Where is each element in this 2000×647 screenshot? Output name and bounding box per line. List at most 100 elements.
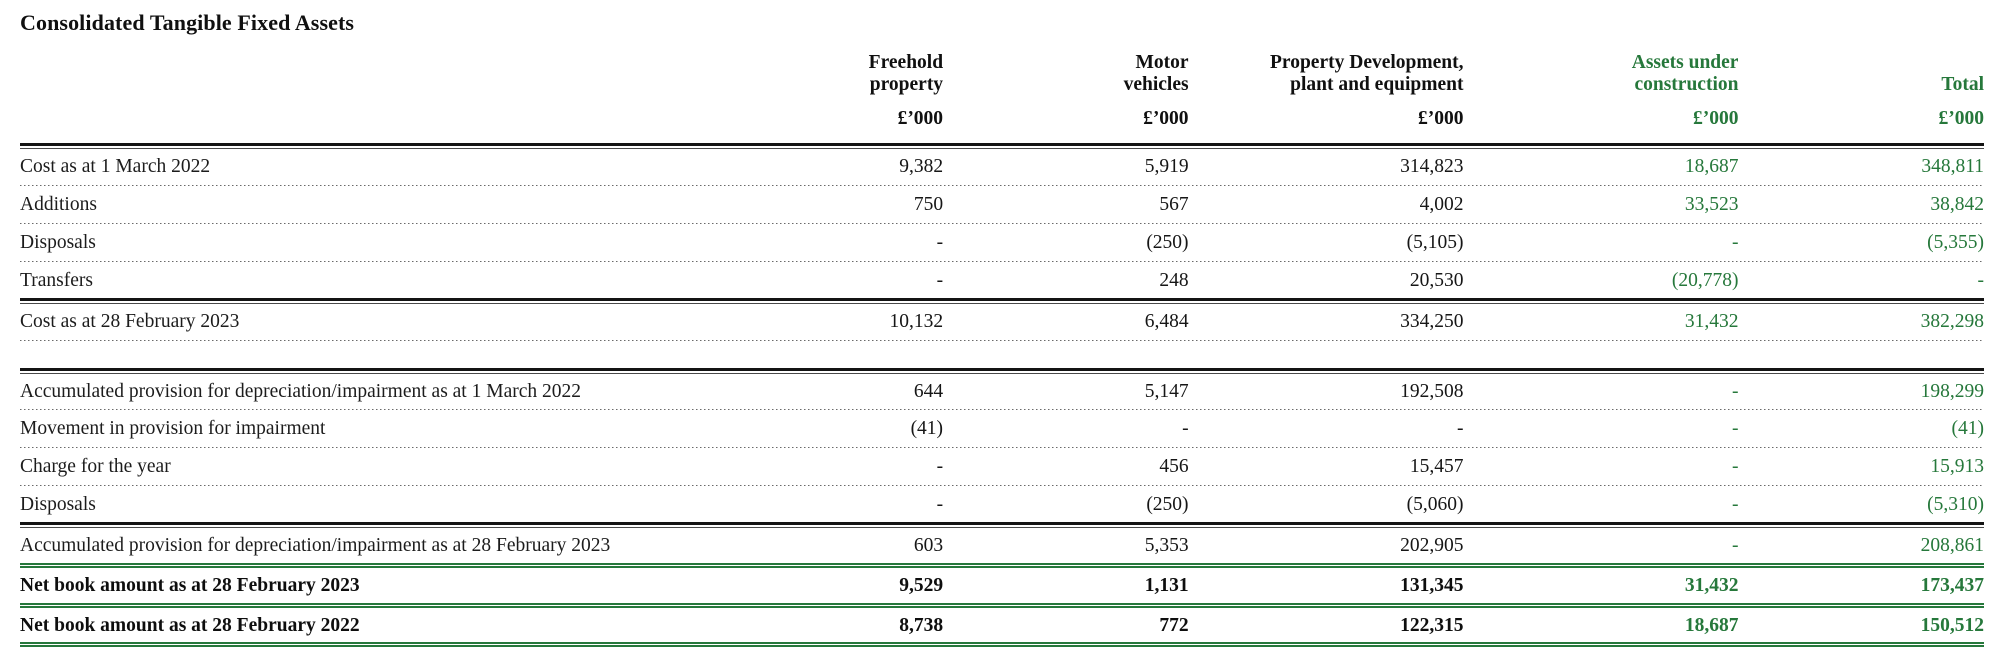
cell-value: 248 (1159, 269, 1189, 291)
cell-value: 603 (913, 534, 944, 556)
separator-cell (20, 143, 1984, 150)
cell-value: - (1182, 418, 1189, 440)
cell-value: 567 (1159, 194, 1189, 216)
cell-value: 198,299 (1920, 380, 1984, 402)
cell-value: 8,738 (899, 614, 944, 636)
cell-value: 644 (913, 380, 944, 402)
separator-cell (20, 339, 1984, 342)
cell-value: 31,432 (1684, 574, 1739, 596)
separator-cell (20, 446, 1984, 449)
cell-value: 15,457 (1409, 456, 1464, 478)
cell-value: 122,315 (1400, 614, 1464, 636)
separator-dotted-rule (20, 485, 1984, 487)
table-row: Net book amount as at 28 February 2022 8,… (20, 608, 1984, 643)
cell-value: 15,913 (1930, 456, 1984, 478)
cell-value: - (1731, 534, 1739, 556)
separator-cell (20, 642, 1984, 647)
table-row: Disposals - (250) (5,105) - (5,355) (20, 225, 1984, 260)
row-label: Disposals (20, 232, 96, 254)
cell-value: (5,310) (1927, 494, 1984, 516)
cell-value: 18,687 (1684, 156, 1739, 178)
column-header: Motor vehicles (1123, 52, 1189, 95)
separator-rule-row (20, 562, 1984, 568)
separator-dotted-rule (20, 447, 1984, 449)
separator-black-rule (20, 367, 1984, 374)
separator-rule-row (20, 339, 1984, 342)
separator-rule-row (20, 260, 1984, 263)
cell-value: 456 (1159, 456, 1189, 478)
cell-value: (41) (1951, 418, 1985, 440)
table-row: Cost as at 1 March 2022 9,382 5,919 314,823… (20, 149, 1984, 184)
table-row: Additions 750 567 4,002 33,523 38,842 (20, 187, 1984, 222)
cell-value: (250) (1146, 232, 1189, 254)
separator-cell (20, 260, 1984, 263)
table-body: Cost as at 1 March 2022 9,382 5,919 314,823… (20, 149, 1984, 647)
separator-rule-row (20, 408, 1984, 411)
column-header: Property Development, plant and equipmen… (1270, 52, 1464, 95)
table-row: Disposals - (250) (5,060) - (5,310) (20, 487, 1984, 522)
cell-value: 348,811 (1921, 156, 1984, 178)
unit-header-row: £’000 £’000 £’000 £’000 £’000 (20, 98, 1984, 144)
cell-value: 750 (913, 194, 944, 216)
spacer-cell (20, 342, 1984, 368)
unit-header: £’000 (1938, 107, 1985, 129)
separator-green-rule (20, 642, 1984, 647)
separator-rule-row (20, 446, 1984, 449)
cell-value: (5,060) (1406, 494, 1464, 516)
table-row: Transfers - 248 20,530 (20,778) - (20, 263, 1984, 298)
separator-green-rule (20, 562, 1984, 568)
cell-value: - (936, 269, 944, 291)
row-label: Cost as at 28 February 2023 (20, 310, 240, 332)
separator-cell (20, 184, 1984, 187)
unit-header: £’000 (1692, 107, 1739, 129)
cell-value: 334,250 (1400, 310, 1464, 332)
cell-value: 192,508 (1400, 380, 1464, 402)
cell-value: 131,345 (1400, 574, 1464, 596)
cell-value: 18,687 (1684, 614, 1739, 636)
row-label: Charge for the year (20, 456, 171, 478)
table-row: Net book amount as at 28 February 2023 9,… (20, 568, 1984, 603)
cell-value: 314,823 (1400, 156, 1464, 178)
separator-rule-row (20, 642, 1984, 647)
separator-cell (20, 602, 1984, 608)
row-label: Accumulated provision for depreciation/i… (20, 380, 581, 402)
cell-value: (41) (910, 418, 944, 440)
row-label: Net book amount as at 28 February 2023 (20, 574, 360, 596)
row-label: Net book amount as at 28 February 2022 (20, 614, 360, 636)
cell-value: 1,131 (1144, 574, 1189, 596)
separator-rule-row (20, 367, 1984, 374)
row-label: Transfers (20, 269, 93, 291)
cell-value: (20,778) (1671, 269, 1739, 291)
cell-value: - (1731, 494, 1739, 516)
unit-header: £’000 (1143, 107, 1189, 129)
cell-value: 5,919 (1144, 156, 1189, 178)
page-title: Consolidated Tangible Fixed Assets (20, 10, 355, 35)
cell-value: 20,530 (1409, 269, 1464, 291)
cell-value: 33,523 (1684, 194, 1739, 216)
table-row: Movement in provision for impairment (41)… (20, 411, 1984, 446)
separator-green-rule (20, 602, 1984, 608)
cell-value: 9,382 (899, 156, 944, 178)
separator-dotted-rule (20, 185, 1984, 187)
row-label: Disposals (20, 494, 96, 516)
cell-value: - (1731, 380, 1739, 402)
separator-cell (20, 408, 1984, 411)
column-header: Total (1941, 73, 1984, 95)
separator-rule-row (20, 521, 1984, 528)
cell-value: 208,861 (1920, 534, 1984, 556)
separator-cell (20, 521, 1984, 528)
cell-value: 9,529 (899, 574, 944, 596)
separator-cell (20, 562, 1984, 568)
separator-dotted-rule (20, 339, 1984, 341)
separator-black-rule (20, 143, 1984, 150)
unit-header: £’000 (1418, 107, 1464, 129)
cell-value: 6,484 (1144, 310, 1189, 332)
cell-value: 5,353 (1144, 534, 1189, 556)
separator-dotted-rule (20, 223, 1984, 225)
cell-value: 202,905 (1400, 534, 1464, 556)
tangible-fixed-assets-table: Freehold property Motor vehicles Property … (20, 44, 1984, 647)
row-label: Movement in provision for impairment (20, 418, 326, 440)
column-header (20, 44, 707, 98)
unit-header: £’000 (897, 107, 944, 129)
cell-value: 31,432 (1684, 310, 1739, 332)
